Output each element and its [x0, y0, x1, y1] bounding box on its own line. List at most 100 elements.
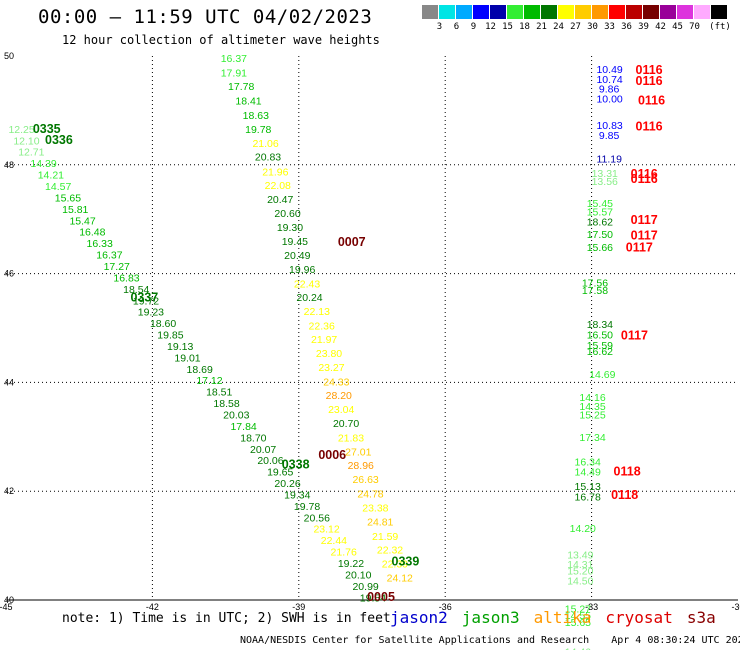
wave-height-label: 14.50 — [567, 575, 593, 587]
color-scale-label: 27 — [570, 22, 581, 32]
pass-number-label: 0116 — [636, 74, 663, 88]
wave-height-label: 15.13 — [575, 481, 601, 493]
color-scale-label: 24 — [553, 22, 564, 32]
wave-height-label: 24.78 — [357, 488, 383, 500]
pass-number-label: 0338 — [282, 457, 310, 471]
color-scale-label: 6 — [453, 22, 460, 32]
wave-height-label: 19.96 — [289, 264, 315, 276]
wave-height-label: 23.80 — [316, 348, 342, 360]
wave-height-label: 19.78 — [294, 501, 320, 513]
wave-height-label: 9.86 — [599, 84, 620, 96]
wave-height-label: 19.72 — [133, 295, 159, 307]
wave-height-label: 14.31 — [567, 559, 593, 571]
wave-height-label: 23.12 — [313, 524, 339, 536]
wave-height-label: 14.69 — [589, 369, 615, 381]
wave-height-label: 18.60 — [150, 318, 176, 330]
wave-height-label: 15.65 — [55, 192, 81, 204]
color-swatch — [558, 5, 575, 19]
wave-height-label: 15.65 — [565, 617, 591, 629]
wave-height-label: 17.34 — [579, 432, 605, 444]
wave-height-label: 28.96 — [348, 460, 374, 472]
wave-height-label: 17.27 — [104, 261, 130, 273]
wave-height-label: 15.59 — [587, 340, 613, 352]
wave-height-label: 19.30 — [277, 222, 303, 234]
wave-height-label: 22.39 — [382, 559, 408, 571]
color-swatch — [490, 5, 507, 19]
wave-height-label: 17.12 — [196, 375, 222, 387]
wave-height-label: 14.16 — [579, 392, 605, 404]
wave-height-label: 10.49 — [596, 64, 622, 76]
wave-height-label: 24.81 — [367, 517, 393, 529]
wave-height-label: 15.81 — [62, 204, 88, 216]
wave-height-label: 23.27 — [318, 362, 344, 374]
wave-height-label: 16.37 — [96, 250, 122, 262]
color-scale-label: 12 — [485, 22, 496, 32]
wave-height-label: 19.23 — [138, 307, 164, 319]
wave-height-label: 10.74 — [596, 74, 622, 86]
wave-height-label: 18.51 — [206, 387, 232, 399]
wave-height-label: 18.41 — [235, 96, 261, 108]
wave-height-label: 18.69 — [187, 364, 213, 376]
wave-height-label: 19.22 — [338, 558, 364, 570]
wave-height-label: 21.59 — [372, 531, 398, 543]
color-swatch — [575, 5, 592, 19]
wave-height-label: 19.85 — [157, 330, 183, 342]
pass-number-label: 0336 — [45, 133, 73, 147]
wave-height-label: 16.78 — [575, 492, 601, 504]
wave-height-label: 10.83 — [596, 120, 622, 132]
y-tick-label: 48 — [4, 160, 14, 170]
y-tick-label: 40 — [4, 595, 14, 605]
wave-height-label: 15.20 — [567, 566, 593, 578]
wave-height-label: 17.56 — [582, 277, 608, 289]
wave-height-label: 9.85 — [599, 130, 620, 142]
wave-height-label: 20.83 — [255, 152, 281, 164]
color-scale-label: 9 — [470, 22, 477, 32]
x-tick-label: -45 — [0, 602, 13, 612]
pass-number-label: 0335 — [33, 122, 61, 136]
wave-height-label: 21.96 — [262, 166, 288, 178]
wave-height-label: 15.66 — [587, 242, 613, 254]
wave-height-label: 13.49 — [567, 549, 593, 561]
wave-height-label: 13.31 — [592, 168, 618, 180]
wave-height-label: 17.91 — [221, 67, 247, 79]
x-tick-label: -42 — [146, 602, 159, 612]
wave-height-label: 20.06 — [257, 455, 283, 467]
wave-height-label: 15.27 — [565, 604, 591, 616]
color-scale-label: 30 — [587, 22, 598, 32]
x-tick-label: -36 — [439, 602, 452, 612]
wave-height-label: 16.83 — [113, 272, 139, 284]
wave-height-label: 12.71 — [18, 147, 44, 159]
wave-height-label: 14.20 — [570, 523, 596, 535]
color-scale-label: 39 — [638, 22, 649, 32]
pass-number-label: 0117 — [631, 213, 658, 227]
color-swatch — [711, 5, 728, 19]
pass-number-label: 0116 — [636, 120, 663, 134]
wave-height-label: 23.38 — [362, 503, 388, 515]
wave-height-label: 14.21 — [38, 170, 64, 182]
wave-height-label: 14.35 — [579, 401, 605, 413]
wave-height-label: 12.25 — [8, 124, 34, 136]
color-scale-label: 36 — [621, 22, 632, 32]
wave-height-label: 21.97 — [311, 334, 337, 346]
wave-height-label: 21.76 — [331, 547, 357, 559]
wave-height-label: 18.70 — [240, 432, 266, 444]
color-scale-label: 70 — [689, 22, 700, 32]
wave-height-label: 16.62 — [587, 346, 613, 358]
chart-title: 00:00 — 11:59 UTC 04/02/2023 — [38, 6, 373, 28]
color-swatch — [524, 5, 541, 19]
wave-height-label: 21.06 — [252, 138, 278, 150]
wave-height-label: 20.24 — [296, 292, 322, 304]
color-swatch — [626, 5, 643, 19]
wave-height-label: 18.54 — [123, 284, 149, 296]
wave-height-label: 20.03 — [223, 409, 249, 421]
pass-number-label: 0118 — [614, 465, 641, 479]
color-swatch — [609, 5, 626, 19]
pass-number-label: 0116 — [631, 172, 658, 186]
pass-number-label: 0116 — [636, 63, 663, 77]
wave-height-label: 28.20 — [326, 390, 352, 402]
color-scale-label: 42 — [655, 22, 666, 32]
color-scale-label: 3 — [436, 22, 443, 32]
wave-height-label: 22.36 — [309, 320, 335, 332]
wave-height-label: 26.63 — [352, 474, 378, 486]
